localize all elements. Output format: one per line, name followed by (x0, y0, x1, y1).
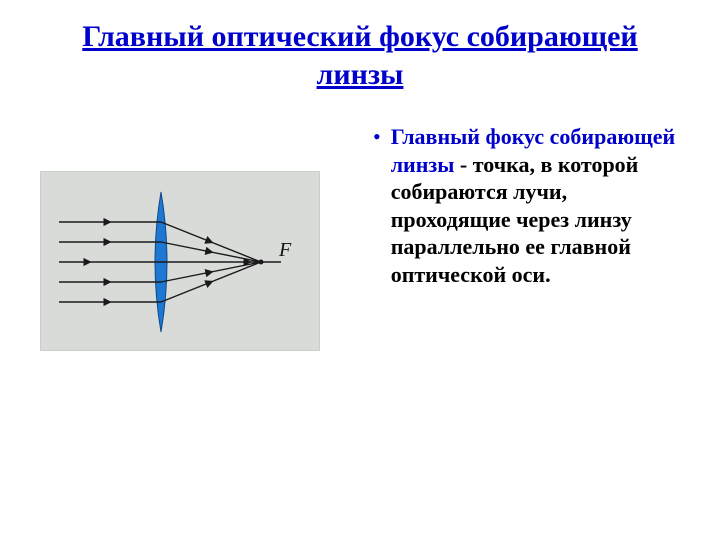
slide: Главный оптический фокус собирающей линз… (0, 0, 720, 540)
bullet-item: • Главный фокус собирающей линзы - точка… (373, 123, 680, 288)
bullet-marker: • (373, 123, 381, 151)
svg-text:F: F (278, 239, 292, 261)
bullet-text: Главный фокус собирающей линзы - точка, … (391, 123, 680, 288)
text-column: • Главный фокус собирающей линзы - точка… (373, 123, 680, 288)
lens-diagram-svg: F (41, 172, 321, 352)
figure-column: F (40, 171, 345, 351)
lens-diagram: F (40, 171, 320, 351)
content-row: F • Главный фокус собирающей линзы - точ… (40, 123, 680, 351)
page-title: Главный оптический фокус собирающей линз… (40, 18, 680, 93)
